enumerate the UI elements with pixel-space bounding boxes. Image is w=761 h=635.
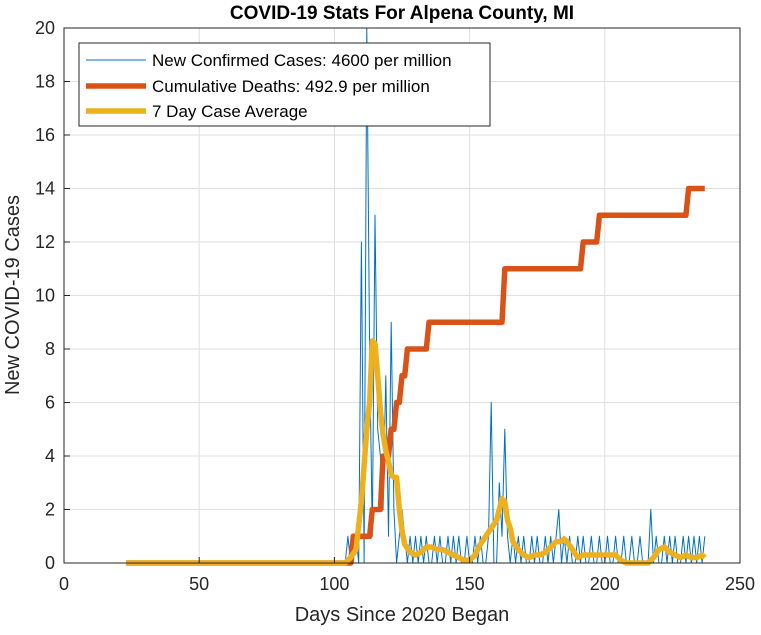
legend-label-cumulative-deaths: Cumulative Deaths: 492.9 per million bbox=[152, 77, 430, 96]
x-tick-label: 50 bbox=[189, 574, 209, 594]
y-tick-label: 16 bbox=[35, 125, 55, 145]
x-tick-label: 250 bbox=[725, 574, 755, 594]
y-tick-label: 6 bbox=[45, 393, 55, 413]
legend-label-7-day-average: 7 Day Case Average bbox=[152, 102, 308, 121]
y-tick-label: 20 bbox=[35, 18, 55, 38]
y-tick-label: 4 bbox=[45, 446, 55, 466]
y-axis-title: New COVID-19 Cases bbox=[2, 195, 24, 395]
legend-label-new-cases: New Confirmed Cases: 4600 per million bbox=[152, 51, 452, 70]
x-tick-label: 200 bbox=[590, 574, 620, 594]
y-tick-label: 2 bbox=[45, 500, 55, 520]
x-tick-label: 100 bbox=[319, 574, 349, 594]
y-tick-label: 12 bbox=[35, 232, 55, 252]
x-tick-label: 150 bbox=[455, 574, 485, 594]
legend-box bbox=[78, 42, 491, 127]
x-axis-title: Days Since 2020 Began bbox=[295, 604, 510, 626]
y-tick-label: 8 bbox=[45, 339, 55, 359]
series-line-cumulative-deaths bbox=[126, 185, 705, 566]
legend: New Confirmed Cases: 4600 per million Cu… bbox=[78, 42, 491, 127]
y-tick-label: 18 bbox=[35, 72, 55, 92]
y-tick-label: 14 bbox=[35, 179, 55, 199]
x-tick-label: 0 bbox=[59, 574, 69, 594]
y-tick-labels: 0 2 4 6 8 10 12 14 16 18 20 bbox=[35, 18, 55, 573]
x-tick-labels: 0 50 100 150 200 250 bbox=[59, 574, 755, 594]
chart-title: COVID-19 Stats For Alpena County, MI bbox=[230, 3, 574, 24]
tick-marks bbox=[63, 27, 741, 564]
y-tick-label: 0 bbox=[45, 553, 55, 573]
y-tick-label: 10 bbox=[35, 286, 55, 306]
